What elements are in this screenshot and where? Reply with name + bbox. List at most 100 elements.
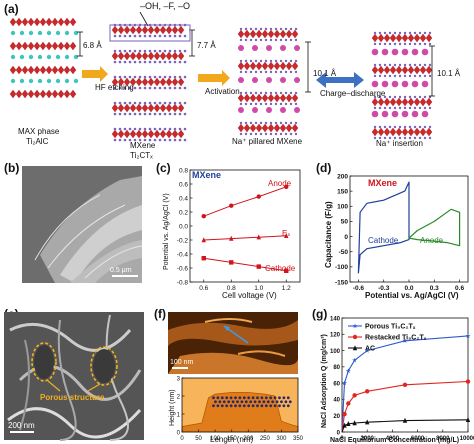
pillared-layer (243, 123, 251, 133)
termination-atom (388, 74, 392, 78)
pillared-layer (255, 61, 263, 71)
na-ion (294, 77, 300, 83)
max-layer (15, 41, 23, 51)
termination-atom (383, 136, 387, 140)
y-tick-label: 20 (333, 414, 340, 420)
termination-atom (269, 102, 273, 106)
termination-atom (259, 121, 263, 125)
data-point (465, 333, 471, 339)
al-atom (73, 54, 79, 60)
termination-atom (249, 27, 253, 31)
max-layer (45, 65, 53, 75)
termination-atom (383, 106, 387, 110)
al-atom (28, 54, 34, 60)
termination-atom (264, 27, 268, 31)
structure-atom (214, 400, 217, 404)
termination-atom (178, 127, 182, 131)
termination-atom (133, 127, 137, 131)
termination-atom (148, 101, 152, 105)
structure-atom (216, 396, 220, 400)
data-point (352, 420, 357, 426)
data-point (284, 233, 289, 238)
termination-atom (123, 34, 127, 38)
spacing-label-1: 6.8 Å (83, 41, 102, 50)
max-layer (57, 65, 65, 75)
mxene-layer (147, 103, 155, 113)
scale-bar-label-e: 200 nm (8, 421, 35, 430)
insertion-layer (371, 65, 379, 75)
termination-atom (388, 42, 392, 46)
panel-a-structures (9, 17, 435, 142)
termination-atom (254, 38, 258, 42)
max-layer (33, 41, 41, 51)
mxene-layer (111, 103, 119, 113)
max-layer (21, 89, 29, 99)
x-tick-label: 0.6 (455, 285, 464, 292)
termination-atom (259, 70, 263, 74)
al-atom (37, 30, 43, 36)
pore-annotation: Porous structure (40, 393, 105, 402)
max-layer (51, 65, 59, 75)
max-layer (57, 41, 65, 51)
x-tick-label: 100 (210, 436, 221, 442)
termination-atom (178, 112, 182, 116)
termination-atom (269, 132, 273, 136)
termination-atom (418, 136, 422, 140)
x-tick-label: 6000 (411, 436, 425, 442)
termination-atom (423, 136, 427, 140)
termination-atom (388, 125, 392, 129)
data-point (284, 268, 289, 273)
termination-atom (408, 136, 412, 140)
termination-atom (113, 60, 117, 64)
termination-atom (249, 91, 253, 95)
termination-atom (173, 138, 177, 142)
insertion-layer (407, 127, 415, 137)
termination-atom (408, 74, 412, 78)
pore-pointer-1 (47, 380, 61, 392)
y-tick-label: 0.0 (179, 223, 188, 230)
termination-atom (183, 49, 187, 53)
insertion-layer (383, 127, 391, 137)
termination-atom (264, 59, 268, 63)
max-layer (9, 17, 17, 27)
max-layer (15, 65, 23, 75)
y-tick-label: 0 (177, 430, 181, 436)
termination-atom (254, 59, 258, 63)
max-layer (45, 41, 53, 51)
termination-atom (403, 63, 407, 67)
termination-atom (128, 127, 132, 131)
termination-atom (388, 95, 392, 99)
termination-atom (294, 38, 298, 42)
termination-atom (274, 132, 278, 136)
insertion-layer (371, 97, 379, 107)
termination-atom (178, 138, 182, 142)
data-point (256, 234, 261, 240)
termination-atom (284, 38, 288, 42)
x-tick-label: 50 (195, 436, 202, 442)
termination-atom (244, 121, 248, 125)
termination-atom (138, 60, 142, 64)
max-layer (33, 17, 41, 27)
termination-atom (418, 74, 422, 78)
max-layer (63, 65, 71, 75)
legend-label: AC (365, 346, 375, 353)
termination-atom (153, 138, 157, 142)
mxene-layer (117, 51, 125, 61)
termination-atom (123, 112, 127, 116)
termination-atom (113, 101, 117, 105)
termination-atom (403, 95, 407, 99)
termination-atom (168, 101, 172, 105)
pillared-layer (243, 29, 251, 39)
pillared-layer (267, 123, 275, 133)
y-tick-label: -150 (335, 279, 348, 286)
na-ion (266, 45, 272, 51)
termination-atom (173, 112, 177, 116)
termination-atom (183, 138, 187, 142)
legend-label: Restacked Ti₃C₂Tₓ (365, 335, 427, 342)
termination-atom (254, 132, 258, 136)
max-layer (39, 89, 47, 99)
termination-atom (398, 125, 402, 129)
termination-atom (153, 101, 157, 105)
insertion-layer (383, 33, 391, 43)
